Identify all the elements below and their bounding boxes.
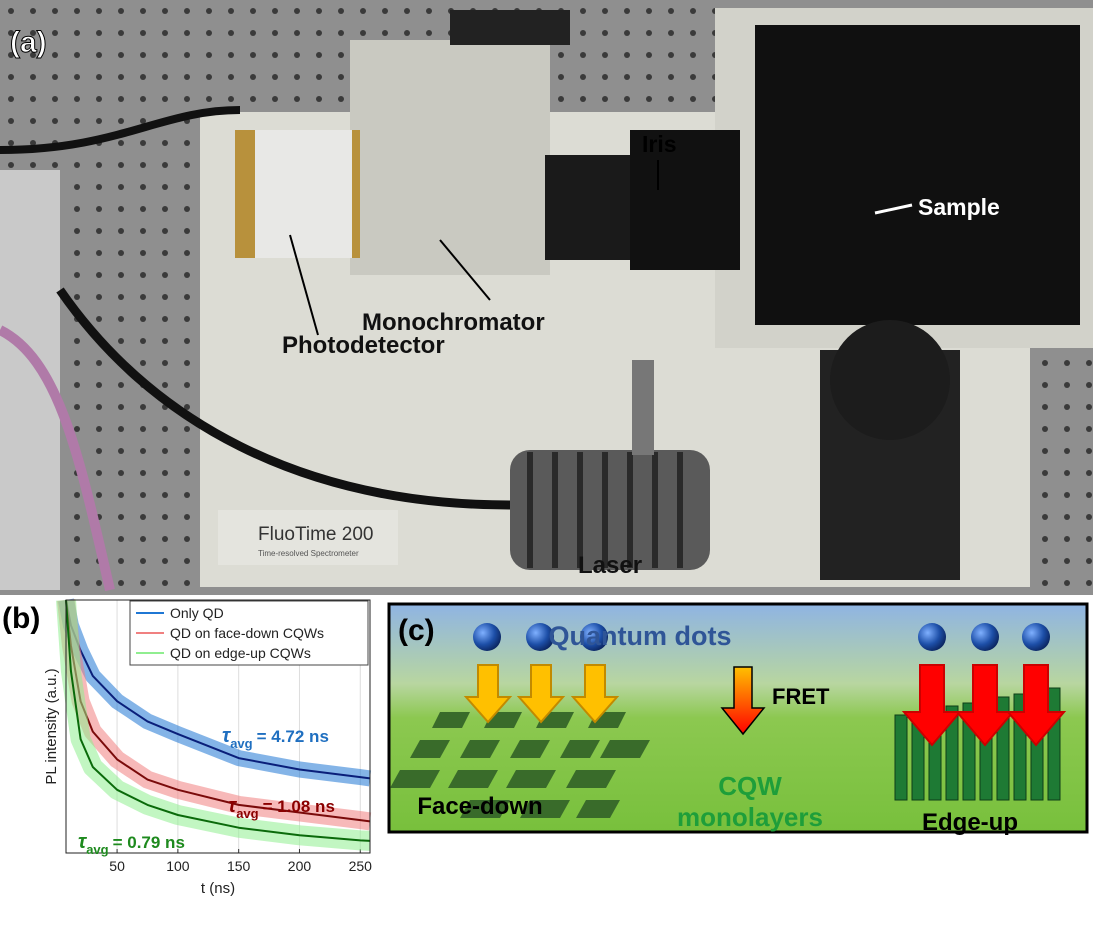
annotation-text: = 0.79 ns (113, 833, 185, 852)
x-tick-label: 50 (109, 858, 125, 874)
annotation-subscript: avg (230, 736, 252, 751)
x-tick-label: 200 (288, 858, 312, 874)
label: FRET (772, 684, 830, 709)
x-tick-label: 100 (166, 858, 190, 874)
figure: FluoTime 200 Time-resolved Spectrometer … (0, 0, 1093, 940)
device-subtitle: Time-resolved Spectrometer (258, 549, 359, 558)
label: Face-down (417, 793, 542, 820)
panel-label: (a) (10, 26, 47, 59)
callout: Photodetector (282, 332, 445, 359)
diagram: (c) Quantum dots FRET CQW monolayers Fac… (389, 604, 1087, 836)
photo: FluoTime 200 Time-resolved Spectrometer … (0, 0, 1093, 595)
device-brand: FluoTime 200 (258, 524, 373, 545)
annotation-text: = 4.72 ns (257, 727, 329, 746)
panel-label: (c) (398, 614, 435, 647)
annotation-subscript: avg (86, 842, 108, 857)
label: Quantum dots (549, 621, 732, 651)
x-tick-label: 250 (349, 858, 373, 874)
callout: Iris (642, 131, 677, 157)
x-axis-label: t (ns) (201, 880, 235, 897)
label: Edge-up (922, 809, 1018, 836)
callout: Laser (578, 552, 642, 579)
y-axis-label: PL intensity (a.u.) (43, 668, 60, 784)
annotation-subscript: avg (236, 806, 258, 821)
x-tick-label: 150 (227, 858, 251, 874)
legend-label: Only QD (170, 605, 224, 621)
label: CQW (718, 771, 782, 801)
panel-label: (b) (2, 602, 40, 635)
callout: Sample (918, 194, 1000, 220)
label: monolayers (677, 802, 823, 832)
legend-label: QD on face-down CQWs (170, 625, 324, 641)
annotation-text: = 1.08 ns (263, 797, 335, 816)
legend-label: QD on edge-up CQWs (170, 645, 311, 661)
chart: 50 100 150 200 250 t (ns) PL intensity (a.u.) (… (2, 600, 372, 897)
